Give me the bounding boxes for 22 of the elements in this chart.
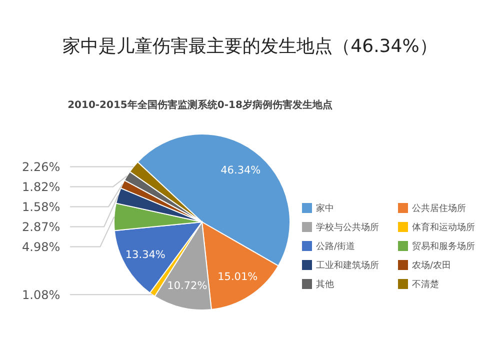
legend-label: 不清楚 [412,279,439,290]
data-label: 4.98% [22,240,60,254]
data-label: 1.08% [22,288,60,302]
data-label: 1.82% [22,180,60,194]
legend-label: 公路/街道 [316,241,356,252]
data-label: 46.34% [220,164,261,176]
data-label: 10.72% [167,280,208,292]
legend-label: 农场/农田 [412,260,452,272]
legend-label: 其他 [316,279,334,290]
chart-subtitle: 2010-2015年全国伤害监测系统0-18岁病例伤害发生地点 [68,99,332,111]
data-label: 1.58% [22,200,60,214]
legend-label: 家中 [316,203,334,214]
data-label: 13.34% [125,248,166,261]
legend-label: 工业和建筑场所 [316,260,379,272]
legend-label: 体育和运动场所 [412,222,475,234]
chart-title: 家中是儿童伤害最主要的发生地点（46.34%） [62,36,438,57]
legend-label: 公共居住场所 [412,203,466,214]
data-label: 15.01% [218,271,258,284]
data-label: 2.87% [22,220,60,234]
legend-label: 学校与公共场所 [316,222,379,234]
legend-label: 贸易和服务场所 [412,241,475,252]
data-label: 2.26% [22,160,60,174]
